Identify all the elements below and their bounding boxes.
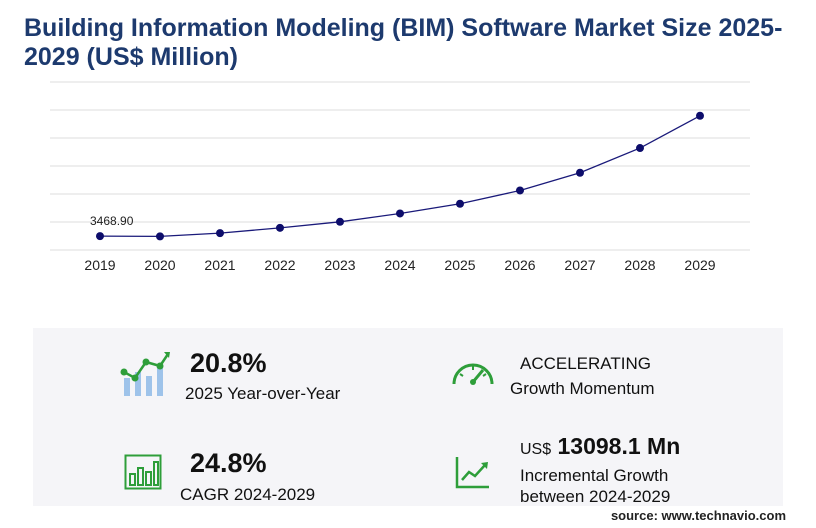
data-point [516, 186, 524, 195]
x-tick-label: 2023 [324, 257, 355, 273]
series-line [99, 115, 701, 238]
x-tick-label: 2024 [384, 257, 415, 273]
data-label: 3468.90 [90, 214, 134, 228]
data-point [96, 232, 104, 241]
data-point [156, 232, 164, 241]
momentum-line1: ACCELERATING [520, 354, 651, 373]
chart-title: Building Information Modeling (BIM) Soft… [24, 14, 783, 71]
trend-line-icon [455, 457, 489, 489]
currency-prefix: US$ [520, 441, 552, 458]
data-point [216, 229, 224, 238]
x-tick-label: 2021 [204, 257, 235, 273]
cagr-label: CAGR 2024-2029 [180, 485, 316, 504]
data-point [636, 144, 644, 153]
x-tick-label: 2026 [504, 257, 535, 273]
yoy-value: 20.8% [190, 348, 267, 378]
x-tick-label: 2022 [264, 257, 295, 273]
incremental-line1: Incremental Growth [520, 466, 669, 485]
data-point [696, 111, 704, 120]
source-credit: source: www.technavio.com [610, 508, 786, 523]
incremental-line2: between 2024-2029 [520, 487, 671, 506]
cagr-value: 24.8% [190, 448, 267, 478]
momentum-line2: Growth Momentum [510, 379, 655, 398]
x-tick-label: 2025 [444, 257, 475, 273]
data-point [396, 209, 404, 218]
data-point [336, 217, 344, 226]
incremental-amount: 13098.1 Mn [557, 433, 681, 459]
x-tick-label: 2019 [84, 257, 115, 273]
x-tick-label: 2027 [564, 257, 595, 273]
data-point [276, 223, 284, 232]
yoy-label: 2025 Year-over-Year [185, 384, 341, 403]
x-tick-label: 2029 [684, 257, 715, 273]
incremental-value: US$ 13098.1 Mn [520, 433, 680, 460]
bar-chart-icon [124, 454, 162, 490]
speedometer-icon [452, 363, 494, 385]
bar-chart-growth-icon [120, 352, 170, 396]
line-chart: 2019 2020 2021 2022 2023 2024 2025 2026 2027 2028… [50, 81, 750, 273]
x-tick-label: 2020 [144, 257, 175, 273]
data-point [576, 168, 584, 177]
x-tick-label: 2028 [624, 257, 655, 273]
data-point [456, 199, 464, 208]
